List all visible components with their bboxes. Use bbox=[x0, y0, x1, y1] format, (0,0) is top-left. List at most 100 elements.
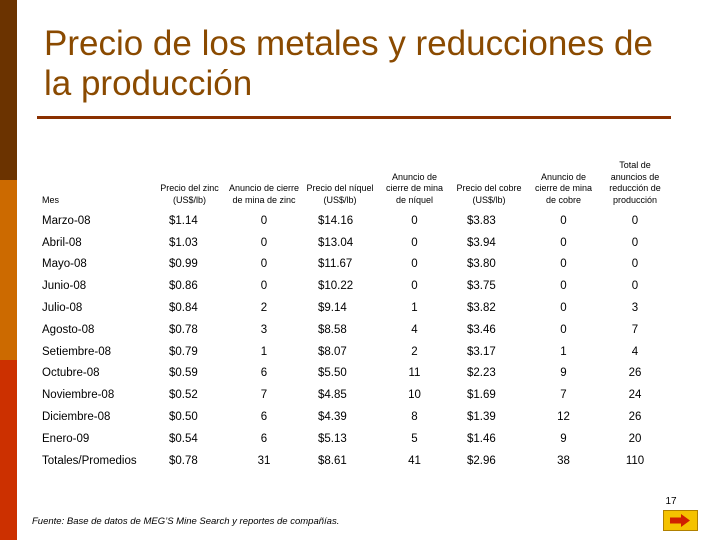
table-cell: $3.80 bbox=[467, 258, 496, 271]
table-cell: 0 bbox=[631, 258, 639, 271]
table-cell: 0 bbox=[411, 236, 418, 249]
table-cell: 0 bbox=[560, 302, 567, 315]
table-cell: 0 bbox=[260, 258, 268, 271]
table-cell: $14.16 bbox=[318, 214, 354, 227]
table-cell: $0.99 bbox=[169, 258, 198, 271]
month-cell: Totales/Promedios bbox=[42, 454, 137, 467]
table-cell: $2.96 bbox=[467, 454, 496, 467]
table-cell: $4.85 bbox=[318, 389, 347, 402]
table-cell: 12 bbox=[557, 411, 570, 424]
next-slide-button[interactable] bbox=[663, 510, 698, 531]
table-cell: 4 bbox=[411, 323, 418, 336]
table-row: Setiembre-08 $0.79 1 $8.07 2 $3.17 1 4 bbox=[40, 341, 670, 363]
table-row: Abril-08 $1.03 0 $13.04 0 $3.94 0 0 bbox=[40, 232, 670, 254]
month-cell: Agosto-08 bbox=[42, 323, 95, 336]
left-decorative-bar bbox=[0, 0, 17, 540]
column-header: Anuncio de cierre de mina de cobre bbox=[534, 171, 593, 205]
table-row: Agosto-08 $0.78 3 $8.58 4 $3.46 0 7 bbox=[40, 319, 670, 341]
table-cell: $1.03 bbox=[169, 236, 198, 249]
month-cell: Diciembre-08 bbox=[42, 411, 111, 424]
table-cell: 6 bbox=[260, 432, 268, 445]
table-cell: $0.86 bbox=[169, 280, 198, 293]
table-cell: 26 bbox=[628, 367, 642, 380]
table-cell: 0 bbox=[560, 323, 567, 336]
month-cell: Enero-09 bbox=[42, 432, 90, 445]
table-cell: $13.04 bbox=[318, 236, 354, 249]
table-cell: $3.94 bbox=[467, 236, 496, 249]
table-row: Octubre-08 $0.59 6 $5.50 11 $2.23 9 26 bbox=[40, 363, 670, 385]
column-header: Precio del zinc (US$/lb) bbox=[160, 183, 219, 205]
table-cell: 1 bbox=[560, 345, 567, 358]
column-header: Precio del níquel (US$/lb) bbox=[306, 183, 374, 205]
table-cell: 110 bbox=[625, 454, 645, 467]
table-body: Marzo-08 $1.14 0 $14.16 0 $3.83 0 0 Abril-08 $1.0… bbox=[40, 210, 670, 472]
table-cell: 2 bbox=[411, 345, 418, 358]
slide-title: Precio de los metales y reducciones de l… bbox=[44, 24, 653, 103]
table-row: Totales/Promedios $0.78 31 $8.61 41 $2.96 38 11… bbox=[40, 450, 670, 472]
table-cell: 4 bbox=[631, 345, 639, 358]
table-cell: 7 bbox=[560, 389, 567, 402]
table-cell: $0.84 bbox=[169, 302, 198, 315]
month-cell: Octubre-08 bbox=[42, 367, 100, 380]
month-cell: Julio-08 bbox=[42, 302, 83, 315]
table-cell: $2.23 bbox=[467, 367, 496, 380]
left-bar-segment-bottom bbox=[0, 360, 17, 540]
table-row: Diciembre-08 $0.50 6 $4.39 8 $1.39 12 26 bbox=[40, 406, 670, 428]
table-row: Marzo-08 $1.14 0 $14.16 0 $3.83 0 0 bbox=[40, 210, 670, 232]
table-cell: $1.39 bbox=[467, 411, 496, 424]
table-cell: 31 bbox=[257, 454, 271, 467]
table-cell: $3.83 bbox=[467, 214, 496, 227]
column-header: Total de anuncios de reducción de produc… bbox=[609, 160, 661, 205]
month-cell: Marzo-08 bbox=[42, 214, 91, 227]
table-cell: 2 bbox=[260, 302, 268, 315]
table-cell: 7 bbox=[260, 389, 268, 402]
table-cell: 0 bbox=[411, 214, 418, 227]
table-cell: $0.78 bbox=[169, 323, 198, 336]
table-row: Mayo-08 $0.99 0 $11.67 0 $3.80 0 0 bbox=[40, 254, 670, 276]
table-cell: $3.46 bbox=[467, 323, 496, 336]
table-cell: 0 bbox=[560, 236, 567, 249]
table-cell: 1 bbox=[411, 302, 418, 315]
table-cell: 9 bbox=[560, 432, 567, 445]
table-cell: $8.07 bbox=[318, 345, 347, 358]
month-cell: Setiembre-08 bbox=[42, 345, 112, 358]
table-cell: 9 bbox=[560, 367, 567, 380]
table-cell: 3 bbox=[631, 302, 639, 315]
table-cell: 8 bbox=[411, 411, 418, 424]
table-cell: 11 bbox=[408, 367, 421, 380]
table-cell: 7 bbox=[631, 323, 639, 336]
column-header: Mes bbox=[42, 194, 60, 205]
column-header: Anuncio de cierre de mina de níquel bbox=[385, 171, 444, 205]
table-cell: 0 bbox=[260, 280, 268, 293]
metal-prices-table: Mes Precio del zinc (US$/lb) Anuncio de … bbox=[40, 150, 670, 472]
table-cell: 0 bbox=[560, 214, 567, 227]
source-note: Fuente: Base de datos de MEG’S Mine Sear… bbox=[32, 516, 340, 527]
table-cell: 20 bbox=[628, 432, 642, 445]
table-cell: 0 bbox=[631, 280, 639, 293]
column-header: Anuncio de cierre de mina de zinc bbox=[228, 183, 300, 205]
table-cell: $1.46 bbox=[467, 432, 496, 445]
column-header: Precio del cobre (US$/lb) bbox=[456, 183, 522, 205]
table-cell: 24 bbox=[628, 389, 642, 402]
table-header-row: Mes Precio del zinc (US$/lb) Anuncio de … bbox=[40, 150, 670, 210]
table-cell: $0.52 bbox=[169, 389, 198, 402]
table-row: Junio-08 $0.86 0 $10.22 0 $3.75 0 0 bbox=[40, 275, 670, 297]
table-cell: $9.14 bbox=[318, 302, 347, 315]
left-bar-segment-top bbox=[0, 0, 17, 180]
table-cell: $5.13 bbox=[318, 432, 347, 445]
table-cell: 0 bbox=[560, 280, 567, 293]
table-row: Julio-08 $0.84 2 $9.14 1 $3.82 0 3 bbox=[40, 297, 670, 319]
table-cell: $11.67 bbox=[318, 258, 353, 271]
table-cell: $10.22 bbox=[318, 280, 354, 293]
table-cell: $8.61 bbox=[318, 454, 347, 467]
table-cell: $3.17 bbox=[467, 345, 496, 358]
table-cell: $0.54 bbox=[169, 432, 198, 445]
title-divider bbox=[37, 116, 671, 119]
left-bar-segment-middle bbox=[0, 180, 17, 360]
table-row: Enero-09 $0.54 6 $5.13 5 $1.46 9 20 bbox=[40, 428, 670, 450]
table-cell: 0 bbox=[411, 280, 418, 293]
table-cell: $3.75 bbox=[467, 280, 496, 293]
table-cell: 26 bbox=[628, 411, 642, 424]
table-cell: 41 bbox=[408, 454, 421, 467]
table-cell: $1.14 bbox=[169, 214, 198, 227]
